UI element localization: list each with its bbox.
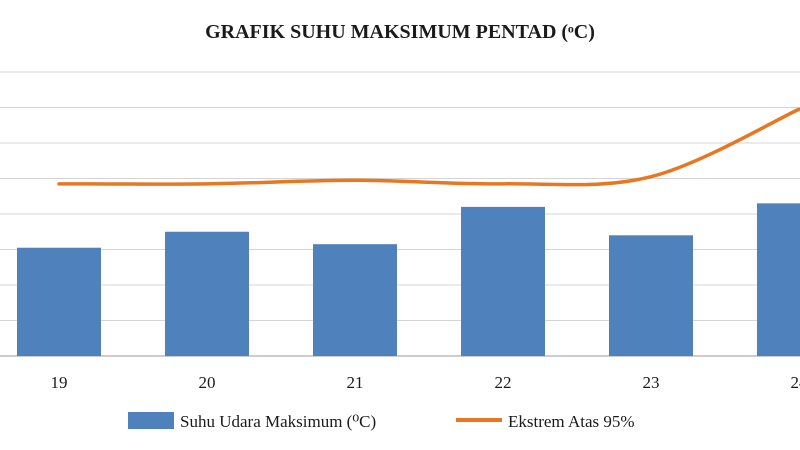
bar-series [17, 203, 800, 356]
line-ekstrem-atas [59, 109, 799, 184]
legend-swatch-bar [128, 412, 174, 429]
line-series [59, 109, 799, 184]
x-tick-label: 23 [643, 373, 660, 392]
chart-title: GRAFIK SUHU MAKSIMUM PENTAD (ᵒC) [205, 21, 595, 43]
bar-21 [313, 244, 397, 356]
x-axis-ticks: 19 20 21 22 23 24 [51, 373, 800, 392]
bar-24 [757, 203, 800, 356]
x-tick-label: 22 [495, 373, 512, 392]
x-tick-label: 20 [199, 373, 216, 392]
bar-22 [461, 207, 545, 356]
bar-23 [609, 235, 693, 356]
x-tick-label: 21 [347, 373, 364, 392]
bar-19 [17, 248, 101, 356]
bar-20 [165, 232, 249, 356]
legend: Suhu Udara Maksimum (⁰C) Ekstrem Atas 95… [128, 412, 635, 431]
x-tick-label: 19 [51, 373, 68, 392]
x-tick-label: 24 [791, 373, 800, 392]
legend-label-line: Ekstrem Atas 95% [508, 412, 635, 431]
legend-label-bar: Suhu Udara Maksimum (⁰C) [180, 412, 376, 431]
